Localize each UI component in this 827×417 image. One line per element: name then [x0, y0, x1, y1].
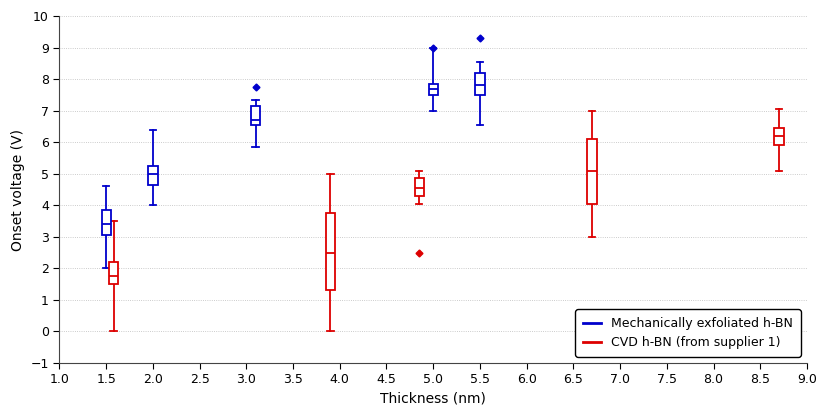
- Legend: Mechanically exfoliated h-BN, CVD h-BN (from supplier 1): Mechanically exfoliated h-BN, CVD h-BN (…: [575, 309, 800, 357]
- Bar: [251, 106, 260, 125]
- Y-axis label: Onset voltage (V): Onset voltage (V): [11, 128, 25, 251]
- Bar: [325, 213, 335, 290]
- Bar: [148, 166, 157, 185]
- Bar: [414, 178, 423, 196]
- Bar: [773, 128, 782, 146]
- Bar: [475, 73, 484, 95]
- Bar: [109, 262, 118, 284]
- Bar: [102, 210, 111, 235]
- Bar: [586, 139, 596, 203]
- X-axis label: Thickness (nm): Thickness (nm): [380, 392, 485, 406]
- Bar: [428, 84, 437, 95]
